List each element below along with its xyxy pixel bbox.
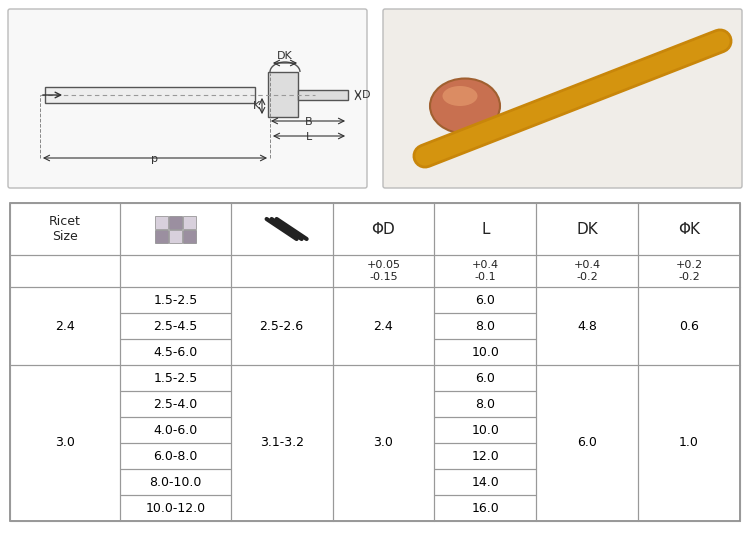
- Bar: [231, 203, 332, 255]
- Bar: [231, 287, 332, 365]
- Text: p: p: [152, 154, 158, 164]
- Text: 8.0-10.0: 8.0-10.0: [149, 476, 202, 489]
- Bar: [182, 229, 196, 243]
- Text: 10.0-12.0: 10.0-12.0: [146, 502, 206, 514]
- Bar: [169, 215, 182, 229]
- Bar: [10, 287, 120, 365]
- Bar: [10, 255, 120, 287]
- Bar: [332, 203, 434, 255]
- Bar: [120, 287, 231, 313]
- FancyBboxPatch shape: [8, 9, 367, 188]
- Text: 10.0: 10.0: [472, 346, 500, 359]
- Bar: [638, 255, 740, 287]
- Bar: [638, 203, 740, 255]
- Text: 3.0: 3.0: [56, 437, 75, 450]
- Text: 8.0: 8.0: [476, 398, 495, 411]
- Bar: [120, 339, 231, 365]
- Bar: [45, 87, 255, 103]
- Bar: [638, 287, 740, 365]
- FancyBboxPatch shape: [383, 9, 742, 188]
- Text: L: L: [481, 221, 490, 236]
- Bar: [10, 365, 120, 521]
- Bar: [434, 391, 536, 417]
- Text: 12.0: 12.0: [472, 450, 500, 463]
- Text: 8.0: 8.0: [476, 320, 495, 333]
- Bar: [536, 255, 638, 287]
- Bar: [120, 495, 231, 521]
- Text: 14.0: 14.0: [472, 476, 500, 489]
- Text: K: K: [253, 101, 260, 111]
- Text: 3.0: 3.0: [374, 437, 394, 450]
- Text: 1.5-2.5: 1.5-2.5: [154, 294, 198, 307]
- Text: DK: DK: [278, 51, 292, 61]
- Text: DK: DK: [576, 221, 598, 236]
- Bar: [169, 229, 182, 243]
- Bar: [10, 203, 120, 255]
- Bar: [434, 417, 536, 443]
- Bar: [154, 229, 168, 243]
- Bar: [536, 203, 638, 255]
- Text: 4.0-6.0: 4.0-6.0: [154, 424, 198, 437]
- Text: 2.5-4.5: 2.5-4.5: [154, 320, 198, 333]
- Bar: [120, 313, 231, 339]
- Text: L: L: [306, 132, 312, 142]
- Bar: [268, 72, 298, 117]
- Text: 3.1-3.2: 3.1-3.2: [260, 437, 304, 450]
- Ellipse shape: [430, 78, 500, 134]
- Bar: [120, 391, 231, 417]
- Bar: [434, 469, 536, 495]
- Bar: [332, 255, 434, 287]
- Text: 2.5-2.6: 2.5-2.6: [260, 320, 304, 333]
- Text: 1.0: 1.0: [680, 437, 699, 450]
- Text: +0.05
-0.15: +0.05 -0.15: [367, 260, 400, 282]
- Text: +0.4
-0.2: +0.4 -0.2: [574, 260, 601, 282]
- Text: 6.0: 6.0: [476, 294, 495, 307]
- Bar: [120, 365, 231, 391]
- Bar: [10, 203, 740, 521]
- Bar: [536, 287, 638, 365]
- Bar: [154, 215, 168, 229]
- Text: ΦK: ΦK: [678, 221, 700, 236]
- Bar: [434, 365, 536, 391]
- Bar: [434, 443, 536, 469]
- Bar: [434, 255, 536, 287]
- Text: 2.4: 2.4: [374, 320, 393, 333]
- Ellipse shape: [442, 86, 478, 106]
- Bar: [231, 365, 332, 521]
- Bar: [332, 287, 434, 365]
- Text: D: D: [362, 90, 370, 100]
- Text: 6.0: 6.0: [578, 437, 597, 450]
- Text: 6.0: 6.0: [476, 372, 495, 385]
- Bar: [434, 495, 536, 521]
- Text: 10.0: 10.0: [472, 424, 500, 437]
- Bar: [434, 339, 536, 365]
- Text: B: B: [305, 117, 313, 127]
- Bar: [120, 417, 231, 443]
- Bar: [120, 443, 231, 469]
- Text: +0.2
-0.2: +0.2 -0.2: [676, 260, 703, 282]
- Text: 1.5-2.5: 1.5-2.5: [154, 372, 198, 385]
- Text: 2.5-4.0: 2.5-4.0: [154, 398, 198, 411]
- Bar: [231, 255, 332, 287]
- Bar: [120, 255, 231, 287]
- Bar: [298, 90, 348, 100]
- Bar: [120, 203, 231, 255]
- Bar: [434, 203, 536, 255]
- Text: Ricet
Size: Ricet Size: [50, 215, 81, 243]
- Bar: [638, 365, 740, 521]
- Bar: [434, 313, 536, 339]
- Text: +0.4
-0.1: +0.4 -0.1: [472, 260, 499, 282]
- Text: 6.0-8.0: 6.0-8.0: [153, 450, 198, 463]
- Text: 4.8: 4.8: [578, 320, 597, 333]
- Bar: [182, 215, 196, 229]
- Text: 0.6: 0.6: [680, 320, 699, 333]
- Bar: [120, 469, 231, 495]
- Text: 2.4: 2.4: [56, 320, 75, 333]
- Bar: [332, 365, 434, 521]
- Text: 16.0: 16.0: [472, 502, 500, 514]
- Bar: [434, 287, 536, 313]
- Text: 4.5-6.0: 4.5-6.0: [154, 346, 198, 359]
- Bar: [536, 365, 638, 521]
- Text: ΦD: ΦD: [371, 221, 395, 236]
